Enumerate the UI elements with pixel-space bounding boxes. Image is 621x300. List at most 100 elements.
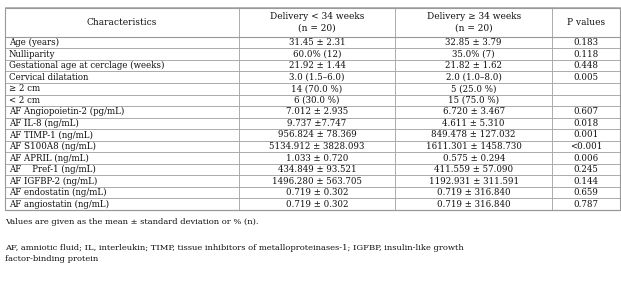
Text: AF, amniotic fluid; IL, interleukin; TIMP, tissue inhibitors of metalloproteinas: AF, amniotic fluid; IL, interleukin; TIM…: [5, 244, 464, 263]
Text: Values are given as the mean ± standard deviation or % (n).: Values are given as the mean ± standard …: [5, 218, 258, 226]
Text: < 2 cm: < 2 cm: [9, 96, 40, 105]
Bar: [5, 164, 238, 176]
Bar: [238, 176, 396, 187]
Bar: [552, 60, 620, 71]
Bar: [552, 8, 620, 37]
Text: 9.737 ±7.747: 9.737 ±7.747: [288, 119, 347, 128]
Bar: [5, 129, 238, 141]
Bar: [5, 37, 238, 48]
Bar: [238, 8, 396, 37]
Bar: [552, 176, 620, 187]
Text: 434.849 ± 93.521: 434.849 ± 93.521: [278, 165, 356, 174]
Text: 1496.280 ± 563.705: 1496.280 ± 563.705: [272, 177, 362, 186]
Text: 1192.931 ± 311.591: 1192.931 ± 311.591: [428, 177, 519, 186]
Bar: [396, 37, 552, 48]
Text: Cervical dilatation: Cervical dilatation: [9, 73, 88, 82]
Bar: [396, 176, 552, 187]
Text: 5 (25.0 %): 5 (25.0 %): [451, 84, 497, 93]
Text: AF Angiopoietin-2 (pg/mL): AF Angiopoietin-2 (pg/mL): [9, 107, 124, 116]
Bar: [5, 94, 238, 106]
Bar: [5, 106, 238, 118]
Bar: [5, 71, 238, 83]
Text: Delivery ≥ 34 weeks
(n = 20): Delivery ≥ 34 weeks (n = 20): [427, 12, 521, 32]
Bar: [552, 71, 620, 83]
Bar: [396, 118, 552, 129]
Bar: [396, 199, 552, 210]
Text: 15 (75.0 %): 15 (75.0 %): [448, 96, 499, 105]
Text: 0.245: 0.245: [574, 165, 599, 174]
Bar: [5, 60, 238, 71]
Text: 0.448: 0.448: [573, 61, 599, 70]
Text: 0.005: 0.005: [573, 73, 599, 82]
Bar: [238, 48, 396, 60]
Bar: [552, 129, 620, 141]
Bar: [396, 164, 552, 176]
Text: <0.001: <0.001: [569, 142, 602, 151]
Bar: [5, 48, 238, 60]
Text: 4.611 ± 5.310: 4.611 ± 5.310: [443, 119, 505, 128]
Text: 31.45 ± 2.31: 31.45 ± 2.31: [289, 38, 345, 47]
Bar: [5, 118, 238, 129]
Bar: [552, 106, 620, 118]
Bar: [238, 83, 396, 94]
Bar: [238, 152, 396, 164]
Bar: [396, 152, 552, 164]
Bar: [5, 83, 238, 94]
Text: AF IL-8 (ng/mL): AF IL-8 (ng/mL): [9, 119, 79, 128]
Bar: [552, 187, 620, 199]
Bar: [5, 152, 238, 164]
Text: AF IGFBP-2 (ng/mL): AF IGFBP-2 (ng/mL): [9, 177, 97, 186]
Bar: [238, 141, 396, 152]
Text: Characteristics: Characteristics: [86, 18, 157, 27]
Bar: [5, 8, 620, 210]
Text: 1.033 ± 0.720: 1.033 ± 0.720: [286, 154, 348, 163]
Text: 21.82 ± 1.62: 21.82 ± 1.62: [445, 61, 502, 70]
Bar: [5, 187, 238, 199]
Text: AF TIMP-1 (ng/mL): AF TIMP-1 (ng/mL): [9, 130, 93, 140]
Text: Nulliparity: Nulliparity: [9, 50, 55, 59]
Bar: [238, 199, 396, 210]
Bar: [238, 129, 396, 141]
Bar: [396, 129, 552, 141]
Text: 32.85 ± 3.79: 32.85 ± 3.79: [445, 38, 502, 47]
Bar: [238, 164, 396, 176]
Text: 0.719 ± 0.302: 0.719 ± 0.302: [286, 200, 348, 209]
Text: AF angiostatin (ng/mL): AF angiostatin (ng/mL): [9, 200, 109, 209]
Bar: [396, 8, 552, 37]
Text: 849.478 ± 127.032: 849.478 ± 127.032: [432, 130, 516, 140]
Bar: [396, 60, 552, 71]
Text: AF S100A8 (ng/mL): AF S100A8 (ng/mL): [9, 142, 96, 151]
Bar: [552, 94, 620, 106]
Text: 0.719 ± 316.840: 0.719 ± 316.840: [437, 200, 510, 209]
Text: 0.659: 0.659: [574, 188, 599, 197]
Bar: [552, 118, 620, 129]
Text: P values: P values: [567, 18, 605, 27]
Text: 0.787: 0.787: [573, 200, 599, 209]
Text: 0.018: 0.018: [573, 119, 599, 128]
Bar: [552, 199, 620, 210]
Bar: [238, 37, 396, 48]
Bar: [5, 199, 238, 210]
Text: AF endostatin (ng/mL): AF endostatin (ng/mL): [9, 188, 106, 197]
Text: 60.0% (12): 60.0% (12): [292, 50, 341, 59]
Text: 0.183: 0.183: [573, 38, 599, 47]
Bar: [396, 71, 552, 83]
Bar: [396, 83, 552, 94]
Bar: [5, 8, 238, 37]
Bar: [238, 187, 396, 199]
Text: 35.0% (7): 35.0% (7): [453, 50, 495, 59]
Text: 14 (70.0 %): 14 (70.0 %): [291, 84, 343, 93]
Bar: [238, 118, 396, 129]
Bar: [238, 71, 396, 83]
Text: 1611.301 ± 1458.730: 1611.301 ± 1458.730: [426, 142, 522, 151]
Bar: [552, 83, 620, 94]
Bar: [396, 48, 552, 60]
Text: ≥ 2 cm: ≥ 2 cm: [9, 84, 40, 93]
Text: 6 (30.0 %): 6 (30.0 %): [294, 96, 340, 105]
Bar: [238, 94, 396, 106]
Text: 3.0 (1.5–6.0): 3.0 (1.5–6.0): [289, 73, 345, 82]
Text: 2.0 (1.0–8.0): 2.0 (1.0–8.0): [446, 73, 502, 82]
Text: Age (years): Age (years): [9, 38, 59, 47]
Bar: [396, 141, 552, 152]
Text: AF APRIL (ng/mL): AF APRIL (ng/mL): [9, 154, 89, 163]
